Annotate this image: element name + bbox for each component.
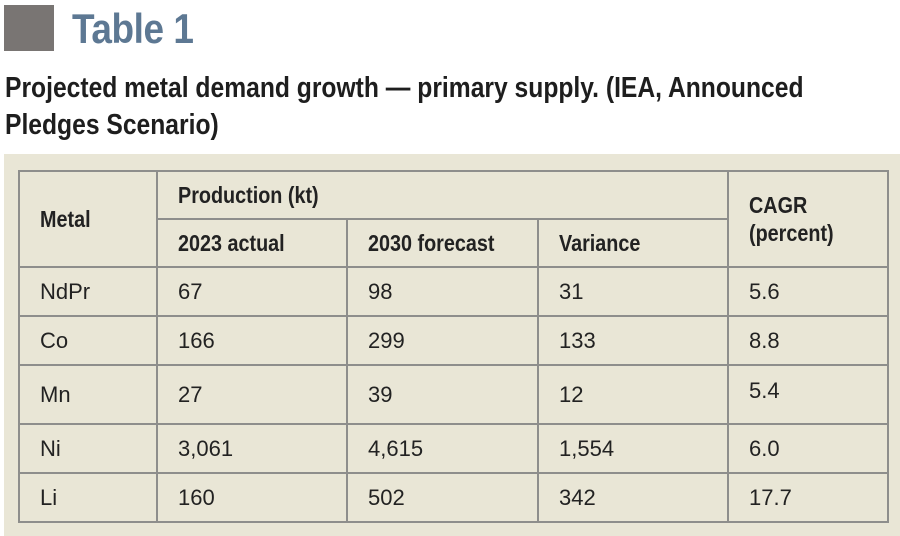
cell-metal: Ni [18,423,158,474]
header-cagr: CAGR (percent) [727,170,890,268]
cell-metal: NdPr [18,266,158,317]
table-row: Mn 27 39 12 5.4 [18,364,890,425]
cell-2030-forecast: 4,615 [346,423,539,474]
table-row: Li 160 502 342 17.7 [18,472,890,523]
cell-2023-actual: 160 [156,472,348,523]
table-caption: Projected metal demand growth — primary … [5,72,804,141]
cell-2030-forecast: 39 [346,364,539,425]
cell-2023-actual: 67 [156,266,348,317]
header-metal: Metal [18,170,158,268]
cell-2023-actual: 3,061 [156,423,348,474]
cell-2023-actual: 27 [156,364,348,425]
cell-2030-forecast: 98 [346,266,539,317]
header-variance: Variance [536,218,730,268]
cell-cagr: 17.7 [727,472,890,523]
header-2030-forecast: 2030 forecast [346,218,539,268]
table-row: NdPr 67 98 31 5.6 [18,266,890,317]
cell-variance: 1,554 [536,423,730,474]
cell-2030-forecast: 299 [346,315,539,366]
cell-2030-forecast: 502 [346,472,539,523]
header-row-group: Metal Production (kt) CAGR (percent) [18,170,890,268]
metal-demand-table: Metal Production (kt) CAGR (percent) 202… [18,170,890,523]
cell-cagr: 6.0 [727,423,890,474]
header-2023-actual: 2023 actual [156,218,348,268]
cell-cagr: 8.8 [727,315,890,366]
cell-variance: 12 [536,364,730,425]
title-marker-square [4,5,54,51]
header-row-sub: 2023 actual 2030 forecast Variance [19,218,888,268]
table-label: Table 1 [72,5,194,52]
cell-2023-actual: 166 [156,315,348,366]
table-row: Co 166 299 133 8.8 [18,315,890,366]
cell-variance: 31 [536,266,730,317]
cell-variance: 342 [536,472,730,523]
cell-cagr: 5.6 [727,266,890,317]
table-row: Ni 3,061 4,615 1,554 6.0 [18,423,890,474]
cell-metal: Mn [18,364,158,425]
header-production-group: Production (kt) [155,170,730,220]
cell-metal: Co [18,315,158,366]
cell-variance: 133 [536,315,730,366]
cell-cagr: 5.4 [727,364,890,425]
cell-metal: Li [18,472,158,523]
